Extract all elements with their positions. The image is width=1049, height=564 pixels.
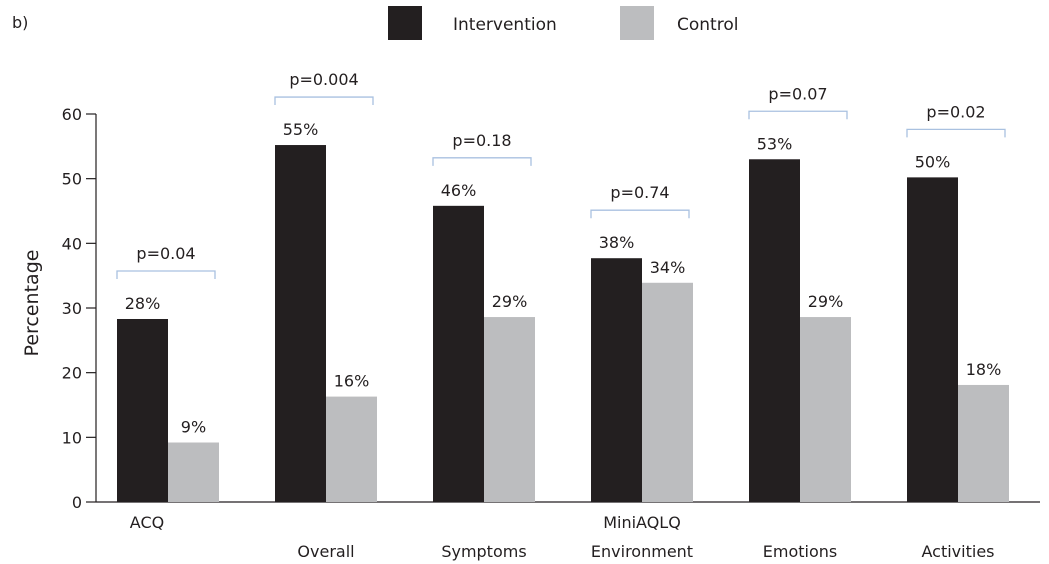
bar-control-activities xyxy=(958,384,1009,502)
y-axis-label: Percentage xyxy=(21,250,43,357)
data-label: 53% xyxy=(757,134,793,153)
significance-bracket xyxy=(274,96,374,106)
significance-bracket xyxy=(590,209,690,219)
bar-intervention-activities xyxy=(907,177,958,502)
legend-swatch-intervention xyxy=(388,6,422,40)
bar-intervention-overall xyxy=(275,145,326,503)
y-tick-label: 40 xyxy=(62,234,82,253)
bar-intervention-environment xyxy=(591,258,642,502)
data-label: 55% xyxy=(283,120,319,139)
y-tick-label: 0 xyxy=(72,493,82,512)
p-value-label: p=0.07 xyxy=(768,84,827,103)
bar-intervention-acq xyxy=(117,318,168,502)
x-category-label: Activities xyxy=(922,542,995,561)
x-group-label: MiniAQLQ xyxy=(603,513,681,532)
significance-bracket xyxy=(748,110,848,120)
bar-intervention-emotions xyxy=(749,159,800,502)
data-label: 34% xyxy=(650,258,686,277)
significance-bracket xyxy=(432,157,532,166)
data-label: 29% xyxy=(492,292,528,311)
data-label: 28% xyxy=(125,294,161,313)
data-label: 29% xyxy=(808,292,844,311)
bar-control-acq xyxy=(168,442,219,502)
x-category-label: Environment xyxy=(591,542,693,561)
x-category-label: Emotions xyxy=(763,542,837,561)
bar-control-environment xyxy=(642,282,693,502)
x-category-label: Symptoms xyxy=(441,542,526,561)
data-label: 46% xyxy=(441,181,477,200)
bar-control-emotions xyxy=(800,317,851,502)
p-value-label: p=0.74 xyxy=(610,183,669,202)
p-value-label: p=0.18 xyxy=(452,131,511,150)
data-label: 38% xyxy=(599,233,635,252)
y-tick-label: 30 xyxy=(62,299,82,318)
y-tick-label: 60 xyxy=(62,105,82,124)
bar-control-symptoms xyxy=(484,317,535,502)
y-tick-label: 10 xyxy=(62,428,82,447)
x-category-label: Overall xyxy=(297,542,354,561)
data-label: 18% xyxy=(966,360,1002,379)
data-label: 9% xyxy=(181,418,206,437)
data-label: 50% xyxy=(915,152,951,171)
significance-bracket xyxy=(906,128,1006,138)
bar-intervention-symptoms xyxy=(433,205,484,502)
x-category-label: ACQ xyxy=(130,513,164,532)
p-value-label: p=0.04 xyxy=(136,244,195,263)
legend-label-intervention: Intervention xyxy=(453,15,557,35)
legend-swatch-control xyxy=(620,6,654,40)
bar-control-overall xyxy=(326,396,377,502)
p-value-label: p=0.004 xyxy=(289,70,358,89)
y-tick-label: 20 xyxy=(62,364,82,383)
significance-bracket xyxy=(116,270,216,279)
panel-label: b) xyxy=(12,13,28,32)
data-label: 16% xyxy=(334,372,370,391)
plot-area: 0 10 20 30 40 50 60 28% 9% p=0.04 ACQ 55% 16% p=0.004… xyxy=(62,70,1040,561)
p-value-label: p=0.02 xyxy=(926,102,985,121)
y-tick-label: 50 xyxy=(62,170,82,189)
legend-label-control: Control xyxy=(677,15,738,35)
